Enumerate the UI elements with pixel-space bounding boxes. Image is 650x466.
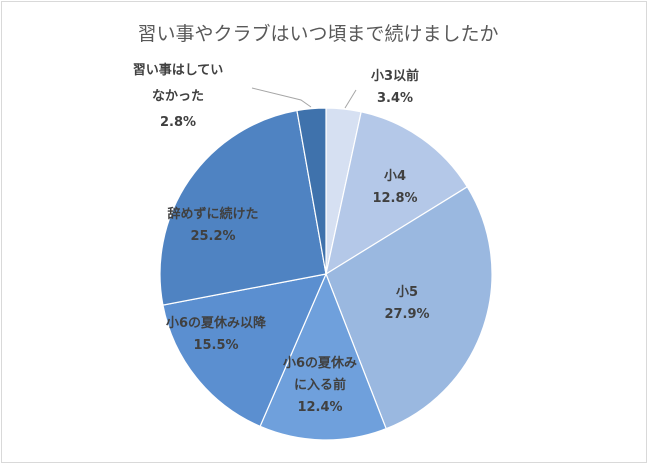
slice-label: 小5 27.9% (384, 285, 429, 322)
pie-slices (159, 107, 493, 441)
pie-slice (159, 109, 327, 306)
chart-title: 習い事やクラブはいつ頃まで続けましたか (137, 22, 498, 45)
pie-slice (325, 111, 469, 276)
slice-labels: 小3以前 3.4% 小4 12.8% 小5 27.9% 小6の夏休みに入る前 12.4% 小6の… (133, 62, 430, 415)
pie-slice (296, 107, 327, 275)
leader-line (251, 87, 312, 108)
pie-slice (259, 272, 387, 441)
slice-label: 習い事はしていなかった 2.8% (133, 62, 224, 130)
slice-label: 小6の夏休みに入る前 12.4% (283, 355, 357, 415)
slice-label: 小3以前 3.4% (371, 68, 419, 106)
leader-lines (251, 87, 357, 109)
pie-slice (325, 185, 493, 430)
slice-label: 辞めずに続けた 25.2% (167, 206, 258, 244)
slice-label: 小4 12.8% (372, 169, 417, 206)
pie-slice (162, 273, 328, 428)
leader-line (344, 89, 357, 109)
slice-label: 小6の夏休み以降 15.5% (166, 315, 267, 353)
